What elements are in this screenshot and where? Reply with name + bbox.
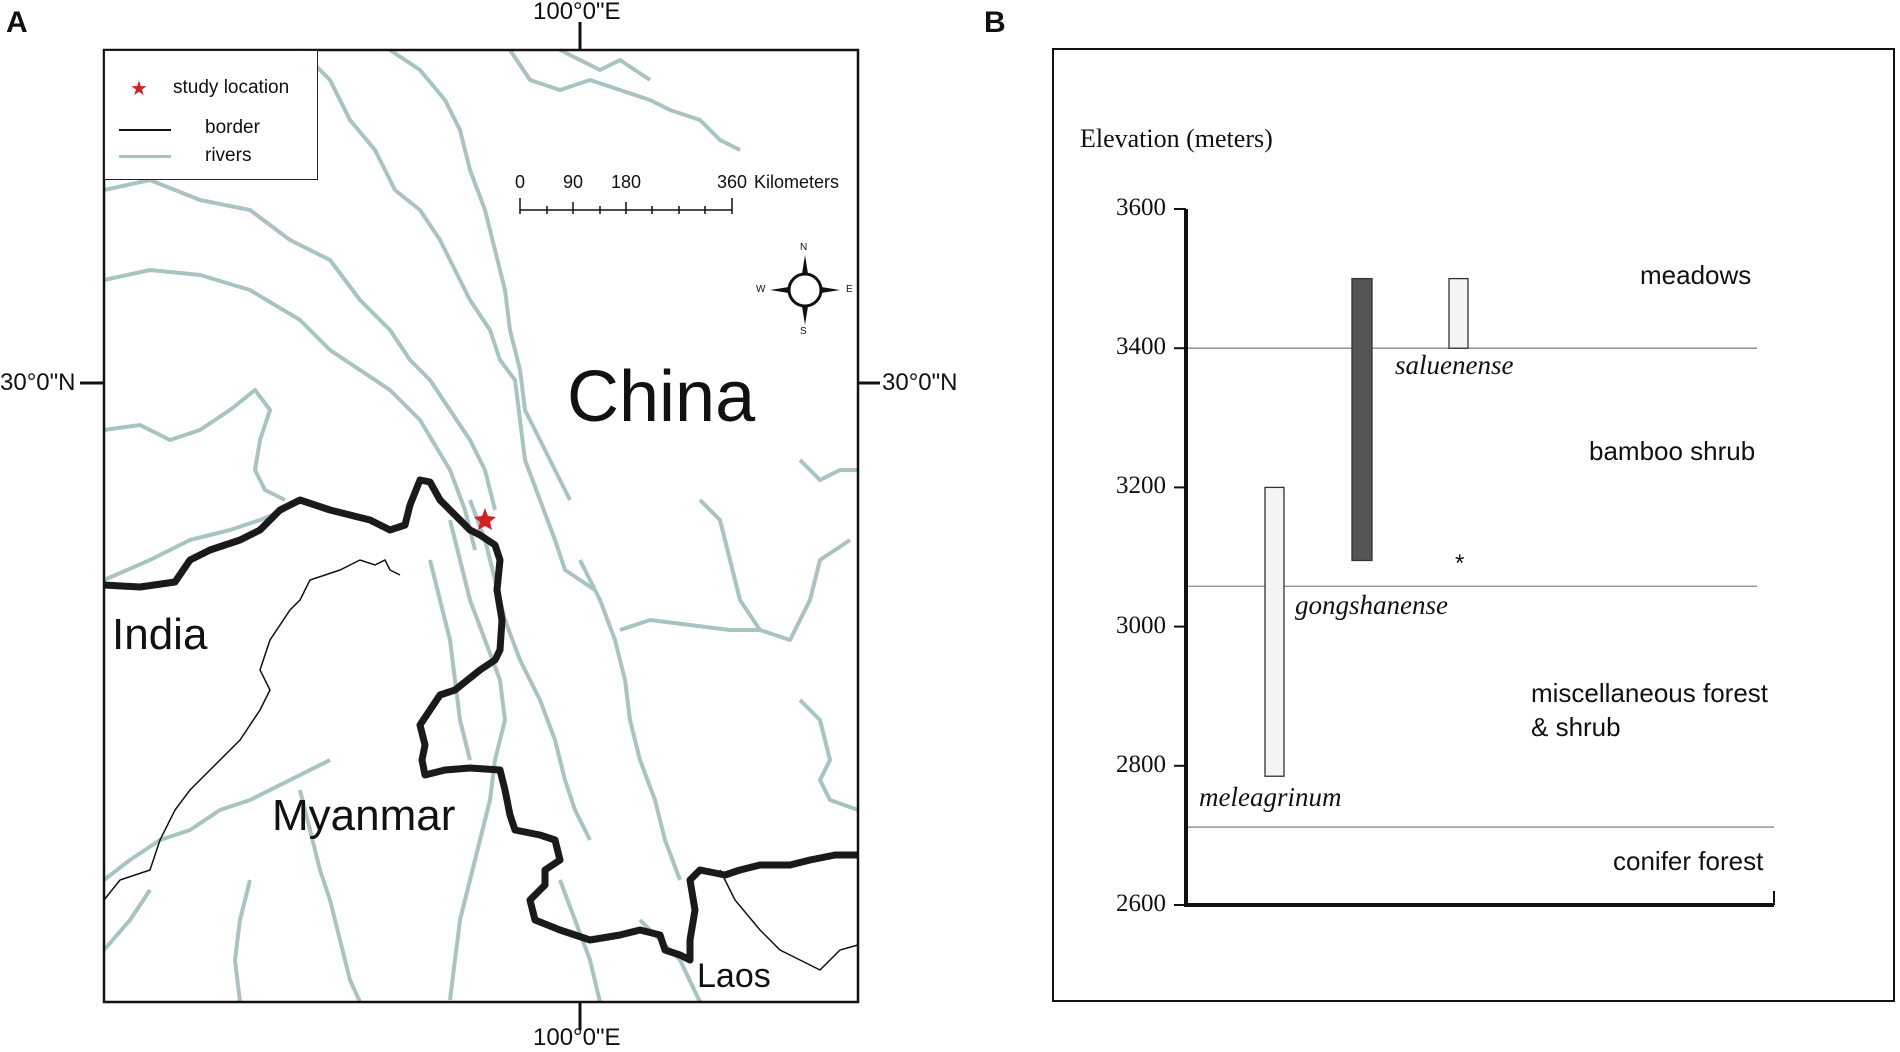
compass-rose-icon xyxy=(770,255,840,325)
river-line-icon xyxy=(105,143,173,169)
panel-b-letter: B xyxy=(984,6,1006,39)
y-tick-label: 3400 xyxy=(1116,333,1166,361)
compass-w: W xyxy=(756,284,766,295)
border-line-icon xyxy=(105,115,173,141)
scale-label-90: 90 xyxy=(562,172,584,192)
species-label-saluenense: saluenense xyxy=(1395,350,1514,380)
compass-s: S xyxy=(800,326,807,337)
label-laos: Laos xyxy=(697,957,771,995)
scale-label-360: 360 xyxy=(716,172,748,192)
longitude-label-top: 100°0"E xyxy=(533,0,621,25)
label-myanmar: Myanmar xyxy=(272,791,456,840)
species-label-gongshanense: gongshanense xyxy=(1295,590,1448,620)
range-bar-saluenense xyxy=(1448,277,1469,349)
legend-label: border xyxy=(205,117,260,138)
compass-e: E xyxy=(846,284,853,295)
scale-bar xyxy=(519,198,733,214)
scale-unit: Kilometers xyxy=(754,172,840,192)
compass-n: N xyxy=(800,242,808,253)
red-star-icon: ★ xyxy=(130,77,148,100)
zone-label-bamboo-shrub: bamboo shrub xyxy=(1589,436,1756,466)
y-tick-label: 2600 xyxy=(1116,890,1166,917)
legend-item-border: border xyxy=(105,115,260,141)
map-legend: ★ study location border rivers xyxy=(104,50,318,180)
latitude-label-left: 30°0"N xyxy=(0,369,76,396)
zone-label-misc-forest-2: & shrub xyxy=(1531,712,1621,742)
y-tick-label: 2800 xyxy=(1116,750,1166,778)
y-axis-label: Elevation (meters) xyxy=(1080,124,1273,153)
y-tick-label: 3200 xyxy=(1116,472,1166,500)
range-bar-meleagrinum xyxy=(1264,486,1285,777)
label-china: China xyxy=(567,357,756,437)
longitude-label-bottom: 100°0"E xyxy=(533,1024,621,1051)
y-tick-label: 3600 xyxy=(1116,194,1166,221)
scale-label-180: 180 xyxy=(610,172,642,192)
zone-label-misc-forest-1: miscellaneous forest xyxy=(1531,678,1768,708)
legend-item-study-location: ★ study location xyxy=(105,75,289,101)
label-india: India xyxy=(112,610,208,659)
legend-label: study location xyxy=(173,77,290,98)
y-tick-label: 3000 xyxy=(1116,611,1166,639)
legend-item-rivers: rivers xyxy=(105,143,251,169)
asterisk-note: * xyxy=(1455,550,1465,577)
national-border xyxy=(103,476,858,964)
chart-frame xyxy=(1052,48,1895,1002)
latitude-label-right: 30°0"N xyxy=(882,369,958,396)
zone-label-meadows: meadows xyxy=(1640,260,1752,290)
scale-label-0: 0 xyxy=(514,172,526,192)
thin-border xyxy=(103,558,859,971)
legend-label: rivers xyxy=(205,145,252,166)
panel-a-letter: A xyxy=(6,6,28,39)
study-location-star-icon xyxy=(474,508,496,530)
species-label-meleagrinum: meleagrinum xyxy=(1199,782,1342,812)
map-svg xyxy=(80,22,880,1030)
range-bar-gongshanense xyxy=(1351,277,1373,562)
zone-label-conifer-forest: conifer forest xyxy=(1613,846,1764,876)
